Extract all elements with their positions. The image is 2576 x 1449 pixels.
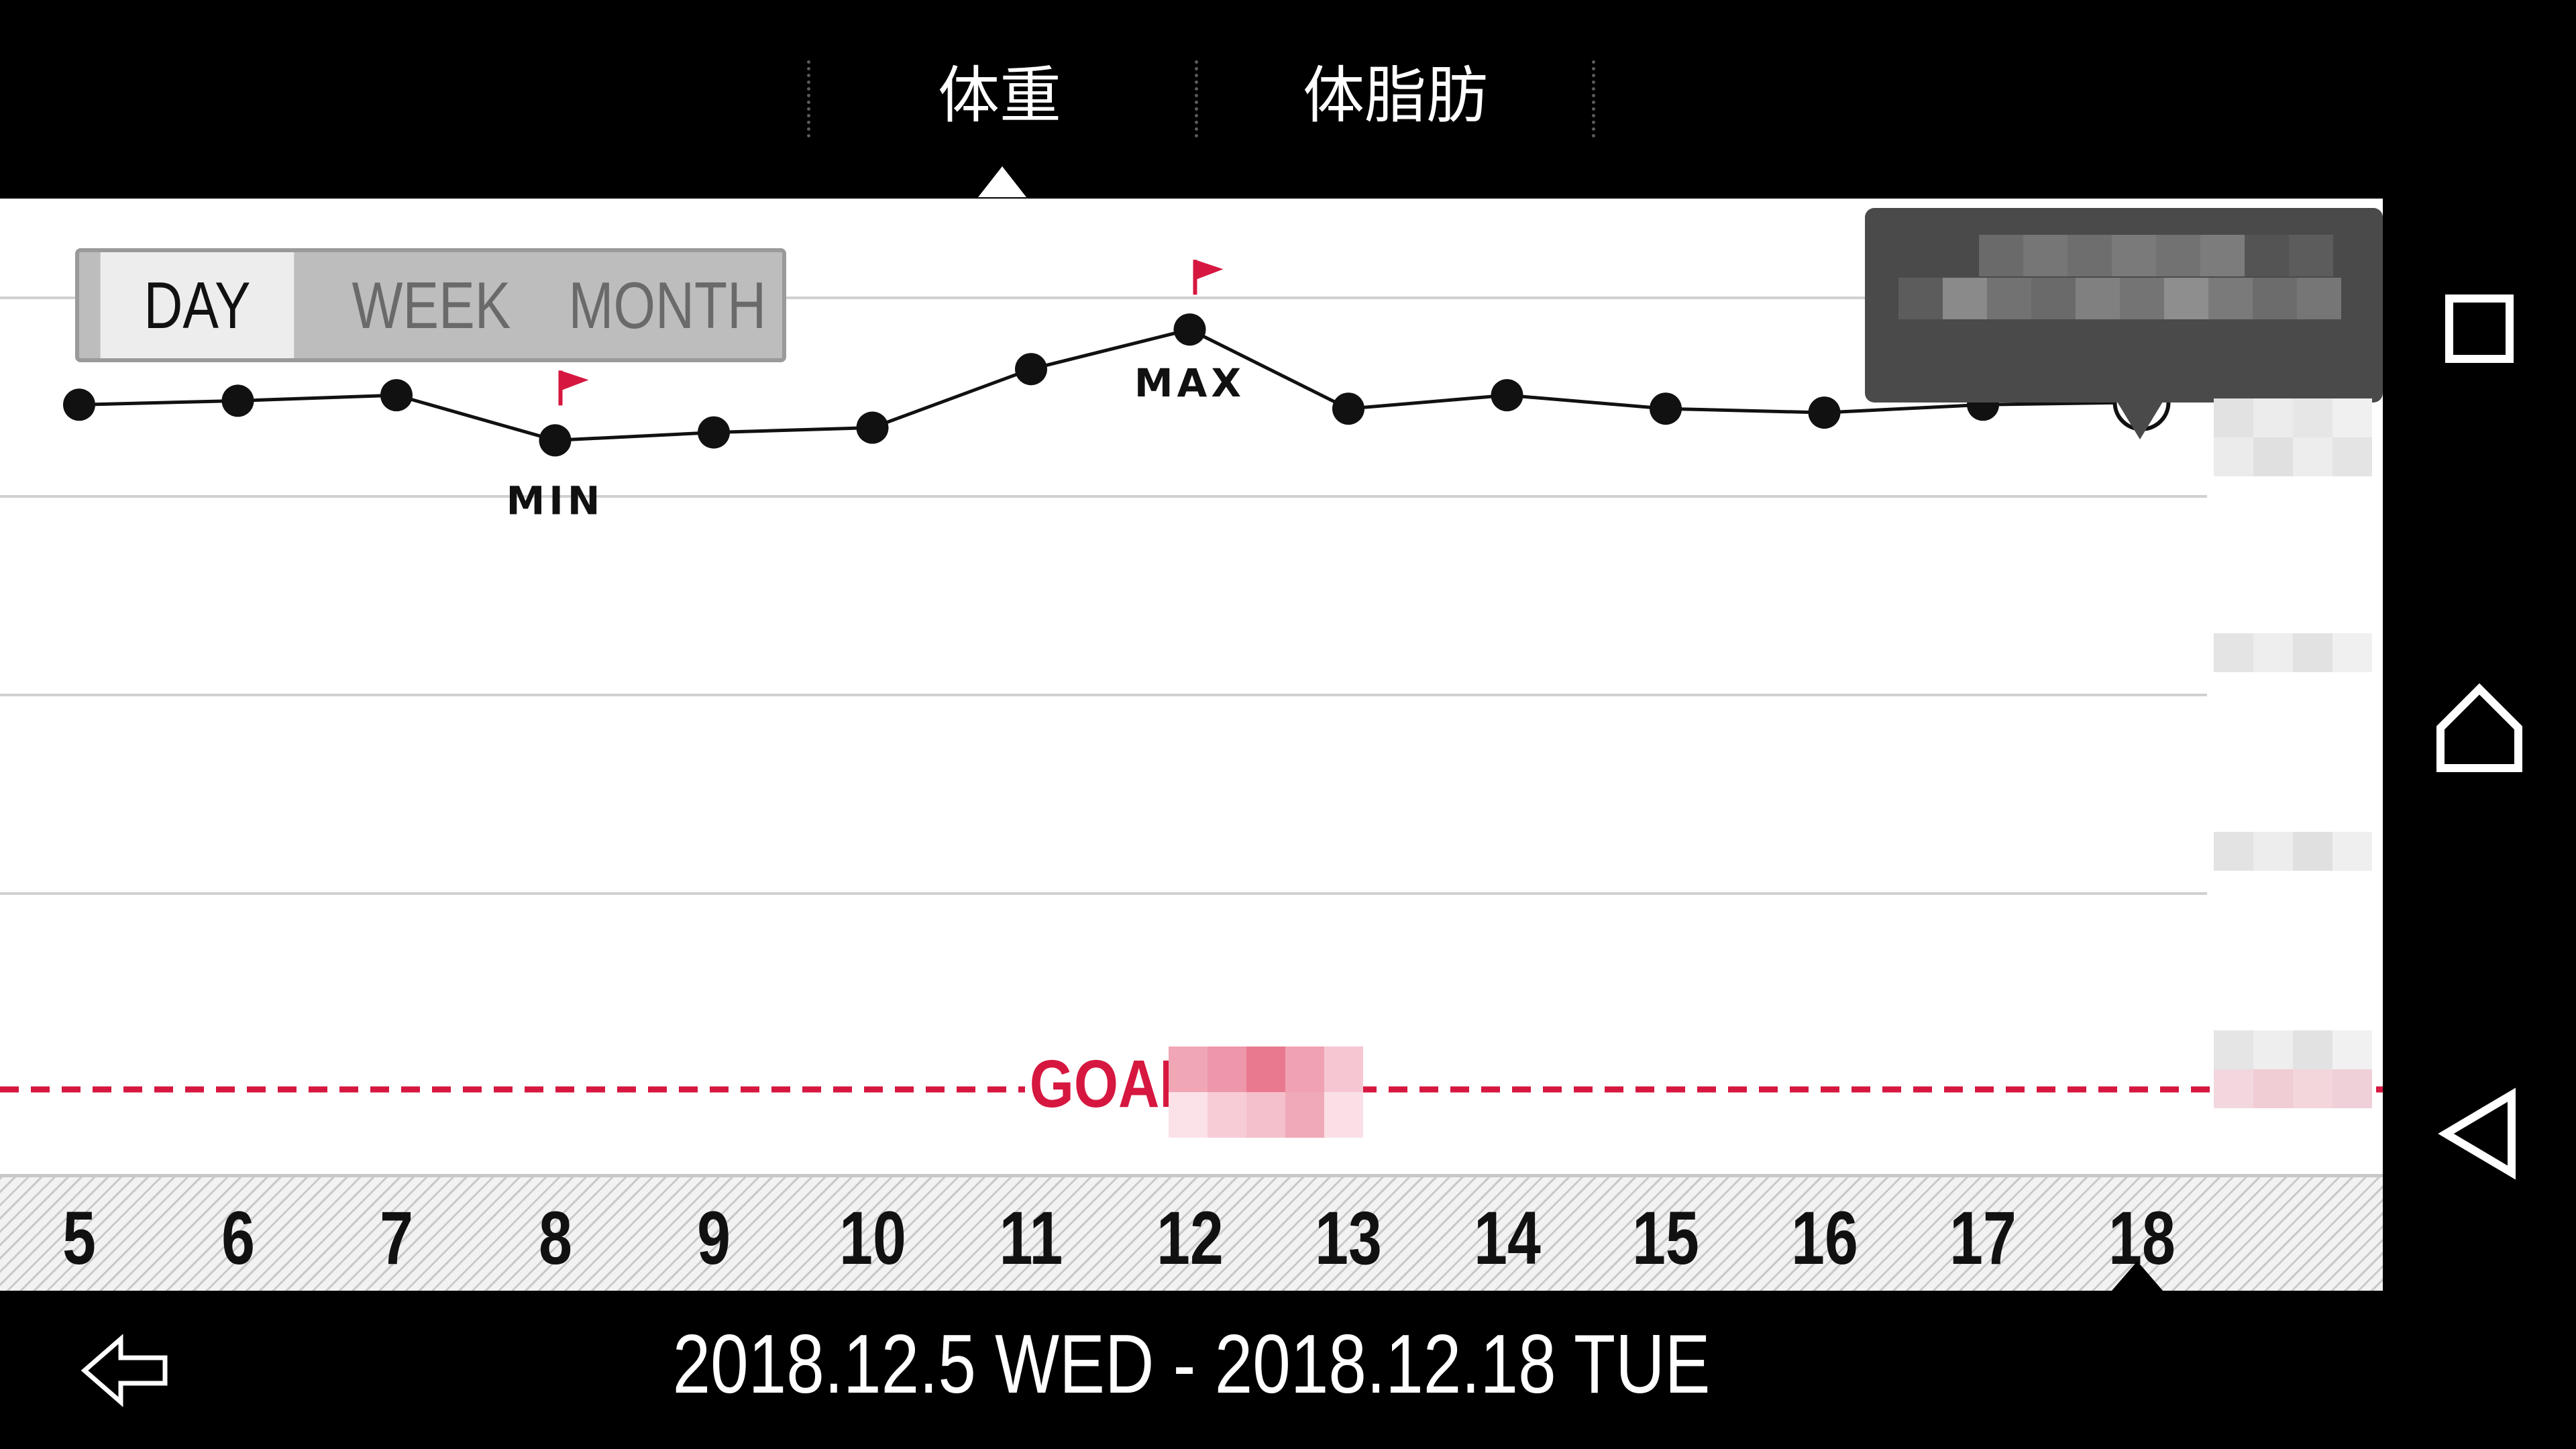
system-nav-bar (2383, 0, 2576, 1449)
tab-divider (1195, 60, 1198, 138)
obscured-axis-label (2214, 398, 2372, 476)
bottom-bar: 2018.12.5 WED - 2018.12.18 TUE (0, 1291, 2383, 1449)
x-tick-label[interactable]: 17 (1949, 1196, 2017, 1280)
x-tick-label[interactable]: 10 (839, 1196, 906, 1280)
data-point[interactable] (380, 379, 413, 412)
flag-icon (1195, 260, 1224, 280)
home-icon[interactable] (2419, 667, 2540, 788)
data-point[interactable] (1808, 396, 1841, 429)
x-tick-label[interactable]: 15 (1632, 1196, 1699, 1280)
active-tab-indicator (978, 166, 1026, 197)
flag-icon (560, 370, 589, 391)
x-tick-label[interactable]: 5 (62, 1196, 96, 1280)
top-tab-bar: 体重 体脂肪 (0, 0, 2383, 199)
data-point[interactable] (63, 388, 95, 421)
chart-panel: MIN MAX DAY WEEK MONTH (0, 199, 2383, 1174)
max-label: MAX (1134, 360, 1245, 406)
x-tick-label[interactable]: 14 (1473, 1196, 1541, 1280)
selected-day-caret (2112, 1261, 2163, 1291)
data-point[interactable] (1491, 379, 1523, 412)
tab-divider (1592, 60, 1595, 138)
back-arrow-icon[interactable] (79, 1327, 173, 1414)
range-month-button[interactable]: MONTH (568, 268, 767, 342)
data-point[interactable] (1173, 313, 1206, 346)
nav-back-triangle-icon[interactable] (2419, 1073, 2540, 1194)
data-point[interactable] (1650, 392, 1682, 425)
range-toggle: DAY WEEK MONTH (75, 248, 786, 362)
x-tick-label[interactable]: 11 (999, 1196, 1063, 1280)
obscured-value (1979, 235, 2333, 276)
data-point[interactable] (1015, 353, 1047, 386)
data-point[interactable] (221, 384, 254, 417)
value-tooltip (1865, 208, 2383, 402)
obscured-value (1898, 278, 2341, 319)
x-tick-label[interactable]: 9 (697, 1196, 731, 1280)
data-point[interactable] (698, 416, 730, 449)
tab-body-fat[interactable]: 体脂肪 (1302, 60, 1488, 131)
x-tick-label[interactable]: 16 (1790, 1196, 1858, 1280)
obscured-axis-label (2214, 633, 2372, 672)
range-week-button[interactable]: WEEK (352, 268, 511, 342)
min-label: MIN (506, 478, 604, 523)
obscured-axis-label (2214, 832, 2372, 871)
tab-divider (807, 60, 810, 138)
x-tick-label[interactable]: 6 (221, 1196, 255, 1280)
recents-square-icon[interactable] (2419, 268, 2540, 389)
range-day-button[interactable]: DAY (100, 252, 294, 358)
x-tick-label[interactable]: 7 (380, 1196, 413, 1280)
series-line (78, 327, 2142, 442)
tab-weight[interactable]: 体重 (937, 60, 1061, 131)
obscured-goal-value (1169, 1046, 1363, 1138)
x-axis: 5 6 7 8 9 10 11 12 13 14 15 16 17 18 (0, 1174, 2383, 1291)
data-point[interactable] (856, 411, 889, 444)
x-tick-label[interactable]: 13 (1315, 1196, 1382, 1280)
tooltip-pointer (2117, 402, 2163, 439)
obscured-axis-label (2214, 1030, 2372, 1108)
data-point[interactable] (539, 424, 572, 457)
x-tick-label[interactable]: 8 (538, 1196, 572, 1280)
x-tick-label[interactable]: 12 (1156, 1196, 1224, 1280)
date-range-label: 2018.12.5 WED - 2018.12.18 TUE (672, 1318, 1711, 1411)
data-point[interactable] (1332, 392, 1364, 425)
